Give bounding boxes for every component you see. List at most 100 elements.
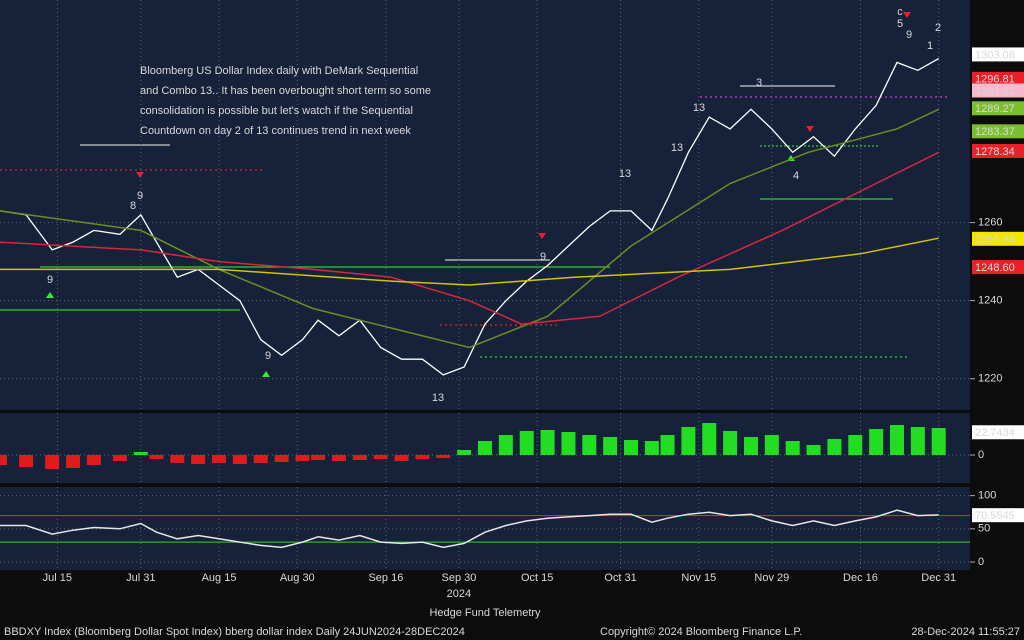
histogram-bar <box>133 452 148 455</box>
histogram-bar <box>540 430 555 455</box>
last-value-label: 1255.84 <box>975 234 1015 246</box>
count-marker: 13 <box>693 102 705 114</box>
y-tick-label: 1240 <box>978 295 1002 307</box>
tdst-lines <box>0 85 950 358</box>
last-value-box <box>972 260 1024 275</box>
count-marker: c <box>897 6 903 18</box>
count-marker: 9 <box>265 350 271 362</box>
histogram-bar <box>295 455 310 461</box>
x-tick-label: Oct 31 <box>604 572 636 584</box>
histogram-bar <box>457 450 472 455</box>
histogram-bar <box>19 455 34 467</box>
y-tick-label: 0 <box>978 449 984 461</box>
histogram-bar <box>681 427 696 455</box>
histogram-bar <box>170 455 185 463</box>
footer-copyright: Copyright© 2024 Bloomberg Finance L.P. <box>600 626 802 638</box>
histogram-bar <box>415 455 430 459</box>
x-tick-label: Sep 16 <box>368 572 403 584</box>
count-marker: 4 <box>793 170 799 182</box>
histogram-bar <box>827 439 842 455</box>
sell-arrow <box>903 12 911 18</box>
histogram-bar <box>519 431 534 455</box>
y-tick-label: 1260 <box>978 216 1002 228</box>
annotation-line: consolidation is possible but let's watc… <box>140 105 413 117</box>
histogram-bar <box>806 445 821 455</box>
histogram-bar <box>66 455 81 468</box>
footer-brand: Hedge Fund Telemetry <box>429 607 541 619</box>
histogram-bar <box>212 455 227 463</box>
last-value-label: 1293.82 <box>975 85 1015 97</box>
annotation-line: Countdown on day 2 of 13 continues trend… <box>140 125 411 137</box>
histogram-bar <box>603 437 618 455</box>
footer-timestamp: 28-Dec-2024 11:55:27 <box>911 626 1020 638</box>
sell-arrow <box>136 172 144 178</box>
y-tick-label: 1220 <box>978 373 1002 385</box>
count-marker: 3 <box>756 77 762 89</box>
histogram-bar <box>86 455 101 465</box>
last-value-box <box>972 71 1024 86</box>
x-tick-label: Aug 30 <box>280 572 315 584</box>
series-line <box>0 151 940 325</box>
histogram-bar <box>45 455 60 469</box>
x-tick-label: Jul 31 <box>126 572 155 584</box>
series-line <box>0 237 939 286</box>
histogram-bar <box>0 455 7 465</box>
buy-arrow <box>46 292 54 298</box>
x-tick-label: Nov 29 <box>754 572 789 584</box>
last-value-label: 1278.34 <box>975 146 1015 158</box>
histogram-bar <box>149 455 164 459</box>
count-marker: 13 <box>619 168 631 180</box>
buy-arrow <box>262 371 270 377</box>
x-tick-label: Nov 15 <box>681 572 716 584</box>
footer-security: BBDXY Index (Bloomberg Dollar Spot Index… <box>4 626 465 638</box>
count-marker: 9 <box>906 29 912 41</box>
histogram-bar <box>869 429 884 455</box>
year-label: 2024 <box>447 588 471 600</box>
histogram-bar <box>624 440 639 455</box>
last-value-label: 22.7434 <box>975 427 1015 439</box>
count-marker: 9 <box>540 251 546 263</box>
last-value-label: 1248.60 <box>975 262 1015 274</box>
histogram-bar <box>232 455 247 464</box>
last-value-box <box>972 508 1024 523</box>
count-marker: 9 <box>137 190 143 202</box>
last-value-box <box>972 83 1024 98</box>
annotation-line: Bloomberg US Dollar Index daily with DeM… <box>140 65 418 77</box>
sell-arrow <box>806 126 814 132</box>
histogram-bar <box>373 455 388 459</box>
histogram-bar <box>331 455 346 461</box>
histogram-bar <box>311 455 326 460</box>
histogram-bar <box>561 432 576 455</box>
y-tick-label: 0 <box>978 556 984 568</box>
price-panel <box>0 0 970 410</box>
histogram-bar <box>582 435 597 455</box>
x-tick-label: Dec 16 <box>843 572 878 584</box>
histogram-bar <box>352 455 367 460</box>
count-marker: 13 <box>671 142 683 154</box>
histogram-bar <box>644 441 659 455</box>
histogram-bar <box>394 455 409 461</box>
count-marker: 5 <box>897 18 903 30</box>
count-marker: 13 <box>432 392 444 404</box>
histogram-bar <box>253 455 268 463</box>
series-line <box>0 108 940 349</box>
y-tick-label: 50 <box>978 523 990 535</box>
sell-arrow <box>538 233 546 239</box>
last-value-box <box>972 231 1024 246</box>
histogram-bar <box>785 441 800 455</box>
histogram-bar <box>702 423 717 455</box>
last-value-label: 1289.27 <box>975 103 1015 115</box>
histogram-bar <box>191 455 206 464</box>
x-tick-label: Dec 31 <box>921 572 956 584</box>
last-value-label: 1283.37 <box>975 126 1015 138</box>
last-value-label: 70.5545 <box>975 510 1015 522</box>
histogram-bar <box>910 427 925 455</box>
last-value-label: 1303.06 <box>975 49 1015 61</box>
histogram-bar <box>498 435 513 455</box>
histogram-bar <box>764 435 779 455</box>
count-marker: 8 <box>130 200 136 212</box>
x-tick-label: Aug 15 <box>202 572 237 584</box>
count-marker: 9 <box>47 274 53 286</box>
